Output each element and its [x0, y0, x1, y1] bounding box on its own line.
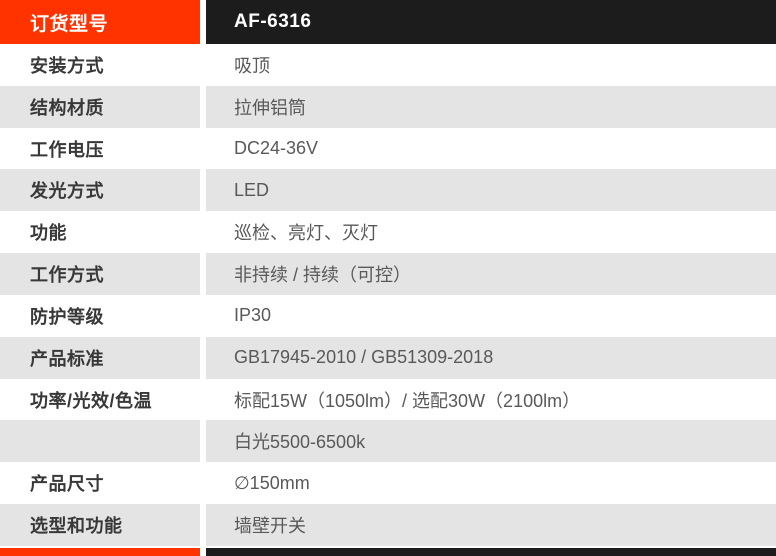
row-label: 结构材质 — [30, 97, 104, 118]
header-label: 订货型号 — [30, 13, 109, 35]
footer-accent-bar — [0, 548, 200, 556]
row-label: 工作方式 — [30, 265, 104, 286]
column-divider — [200, 85, 206, 128]
column-divider — [200, 378, 206, 421]
table-row: 产品尺寸 ∅150mm — [0, 462, 776, 505]
row-value: 白光5500-6500k — [234, 432, 366, 453]
table-body: 安装方式 吸顶 结构材质 拉伸铝筒 工作电压 DC24-36V 发光方式 LED… — [0, 44, 776, 546]
row-label: 防护等级 — [30, 306, 104, 327]
row-value: 非持续 / 持续（可控） — [234, 265, 412, 286]
table-row: 白光5500-6500k — [0, 420, 776, 463]
row-value: 吸顶 — [234, 55, 270, 76]
table-row: 选型和功能 墙壁开关 — [0, 504, 776, 546]
model-number: AF-6316 — [234, 11, 312, 32]
column-divider — [200, 504, 206, 546]
column-divider — [200, 420, 206, 463]
row-label: 功能 — [30, 223, 67, 244]
table-row: 工作电压 DC24-36V — [0, 127, 776, 170]
column-divider — [200, 462, 206, 505]
column-divider — [200, 336, 206, 379]
row-value: GB17945-2010 / GB51309-2018 — [234, 347, 494, 368]
row-value: LED — [234, 179, 270, 200]
row-value: 拉伸铝筒 — [234, 97, 306, 118]
table-row: 产品标准 GB17945-2010 / GB51309-2018 — [0, 336, 776, 379]
table-row: 功能 巡检、亮灯、灭灯 — [0, 211, 776, 254]
row-value: DC24-36V — [234, 138, 319, 159]
table-row: 功率/光效/色温 标配15W（1050lm）/ 选配30W（2100lm） — [0, 378, 776, 421]
row-value: ∅150mm — [234, 472, 310, 493]
header-label-cell: 订货型号 — [0, 0, 200, 44]
column-divider — [200, 0, 206, 44]
table-row: 防护等级 IP30 — [0, 294, 776, 337]
header-value-cell: AF-6316 — [206, 0, 776, 44]
table-row: 工作方式 非持续 / 持续（可控） — [0, 253, 776, 295]
column-divider — [200, 44, 206, 86]
table-row: 发光方式 LED — [0, 169, 776, 212]
row-label: 功率/光效/色温 — [30, 390, 153, 411]
row-label: 安装方式 — [30, 55, 104, 76]
row-value: 墙壁开关 — [234, 516, 306, 537]
row-label: 选型和功能 — [30, 516, 123, 537]
column-divider — [200, 253, 206, 295]
column-divider — [200, 548, 206, 556]
column-divider — [200, 127, 206, 170]
header-row: 订货型号 AF-6316 — [0, 0, 776, 44]
table-row: 结构材质 拉伸铝筒 — [0, 85, 776, 128]
row-label: 产品标准 — [30, 348, 104, 369]
row-value: 巡检、亮灯、灭灯 — [234, 223, 378, 244]
column-divider — [200, 169, 206, 212]
row-value: 标配15W（1050lm）/ 选配30W（2100lm） — [234, 390, 581, 411]
row-label: 工作电压 — [30, 139, 104, 160]
column-divider — [200, 211, 206, 254]
row-value: IP30 — [234, 305, 272, 326]
table-row: 安装方式 吸顶 — [0, 44, 776, 86]
footer-bars — [0, 548, 776, 556]
column-divider — [200, 294, 206, 337]
footer-dark-bar — [206, 548, 776, 556]
row-label: 发光方式 — [30, 181, 104, 202]
row-label: 产品尺寸 — [30, 474, 104, 495]
